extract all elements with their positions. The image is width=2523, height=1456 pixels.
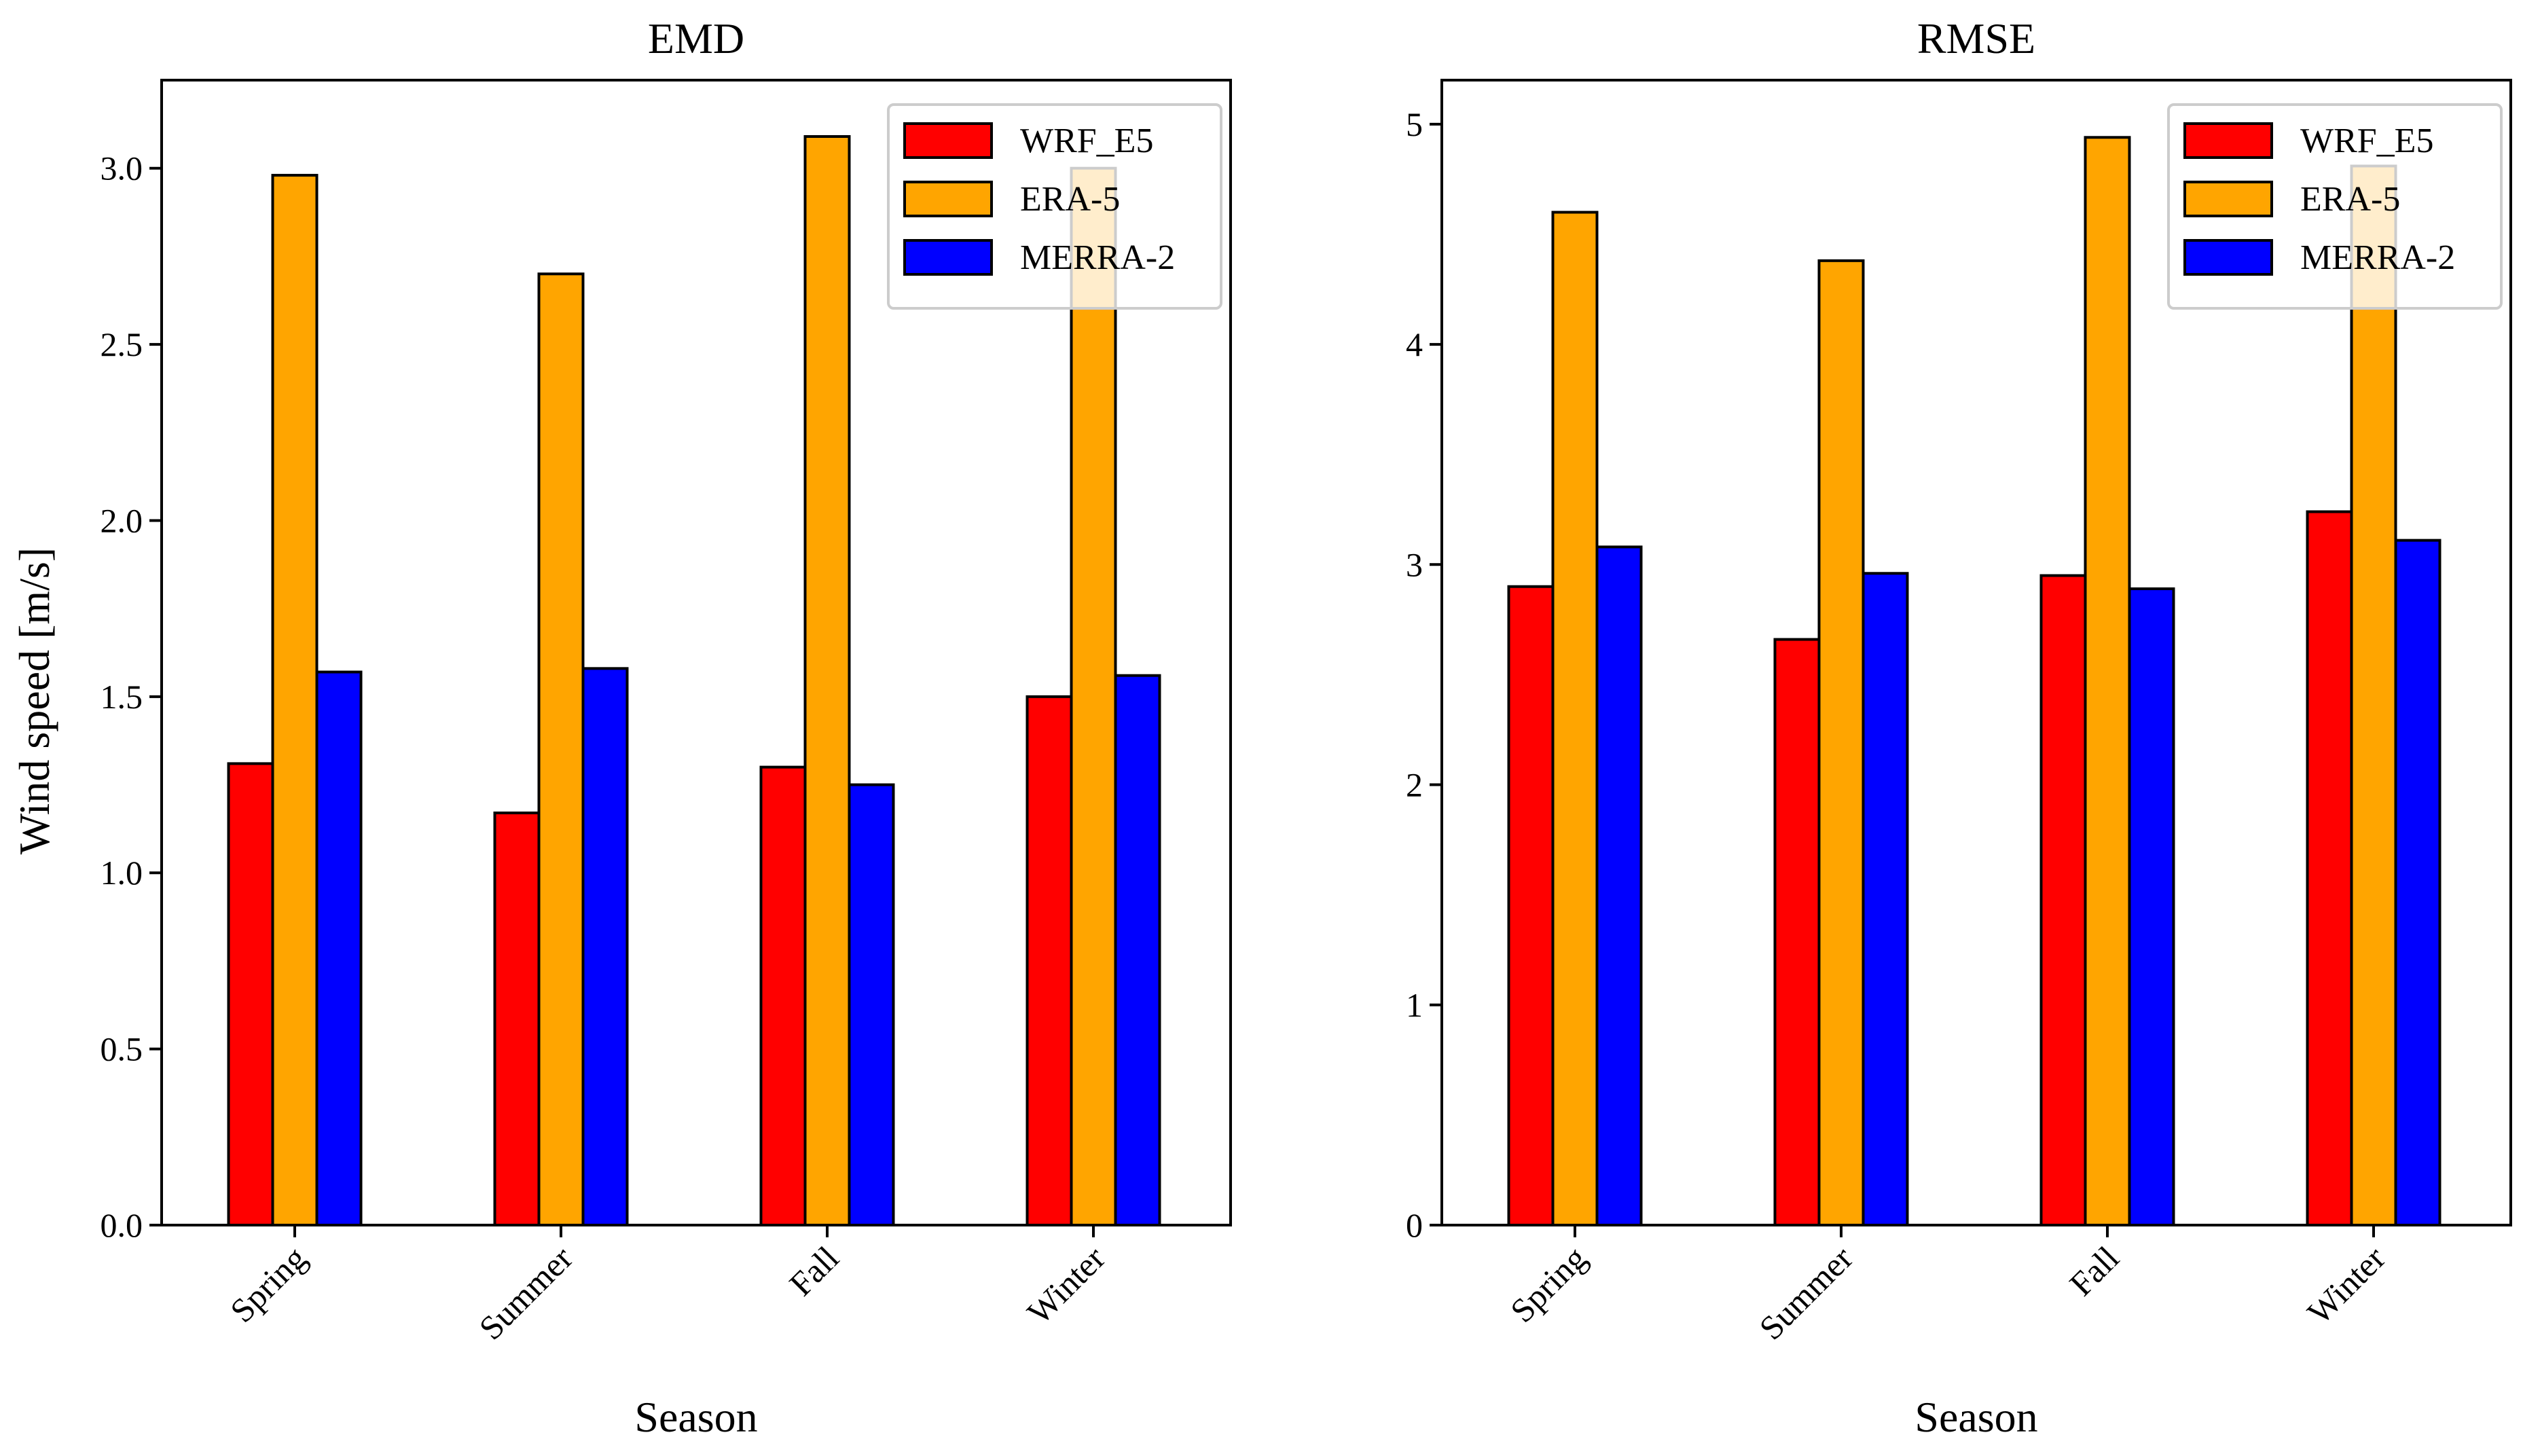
rmse-bar-era-5-fall — [2084, 136, 2131, 1226]
rmse-xtick-label-fall: Fall — [2062, 1239, 2126, 1303]
rmse-ytick-label: 2 — [1406, 766, 1423, 804]
emd-bar-wrf-e5-winter — [1025, 695, 1073, 1227]
emd-bar-wrf-e5-fall — [759, 765, 807, 1226]
rmse-bar-merra-2-summer — [1862, 572, 1909, 1226]
emd-ytick-label: 0.5 — [101, 1030, 143, 1068]
rmse-x-axis-label: Season — [1914, 1393, 2037, 1441]
emd-plot-frame — [160, 79, 1232, 1226]
emd-ytick-label: 3.0 — [101, 149, 143, 187]
emd-xtick-label-winter: Winter — [1019, 1239, 1112, 1332]
emd-xtick-label-summer: Summer — [471, 1239, 580, 1347]
rmse-chart-panel: RMSE 0 1 2 3 4 5 Spring Summer Fall Winter WRF_E… — [1406, 14, 2512, 1441]
rmse-bar-era-5-winter — [2350, 164, 2397, 1227]
rmse-ytick-label: 1 — [1406, 986, 1423, 1024]
emd-x-axis: Spring Summer Fall Winter — [223, 1225, 1112, 1347]
emd-legend-label-wrf-e5: WRF_E5 — [1020, 122, 1153, 160]
emd-bar-wrf-e5-spring — [227, 762, 274, 1227]
rmse-bar-merra-2-spring — [1595, 545, 1643, 1226]
emd-chart-title: EMD — [648, 14, 744, 62]
rmse-xtick-label-summer: Summer — [1751, 1239, 1860, 1347]
rmse-bar-era-5-summer — [1817, 259, 1865, 1226]
rmse-ytick-label: 4 — [1406, 325, 1423, 363]
emd-bar-merra-2-fall — [848, 783, 895, 1226]
emd-x-axis-label: Season — [634, 1393, 757, 1441]
emd-ytick-label: 1.5 — [101, 678, 143, 716]
emd-legend-label-merra-2: MERRA-2 — [1020, 238, 1175, 277]
rmse-legend-swatch-wrf-e5 — [2183, 122, 2273, 159]
emd-bar-merra-2-spring — [315, 670, 363, 1226]
rmse-x-axis: Spring Summer Fall Winter — [1503, 1225, 2393, 1347]
rmse-bar-merra-2-fall — [2128, 587, 2175, 1226]
emd-bars — [227, 135, 1161, 1227]
rmse-xtick-label-spring: Spring — [1503, 1239, 1594, 1330]
emd-bar-merra-2-winter — [1114, 674, 1161, 1226]
emd-ytick-label: 1.0 — [101, 854, 143, 892]
emd-bar-era-5-winter — [1070, 166, 1117, 1227]
emd-ytick-label: 0.0 — [101, 1206, 143, 1244]
rmse-bar-wrf-e5-winter — [2306, 510, 2353, 1226]
rmse-chart-title: RMSE — [1917, 14, 2035, 62]
emd-legend-label-era-5: ERA-5 — [1020, 180, 1120, 219]
emd-legend: WRF_E5 ERA-5 MERRA-2 — [887, 103, 1222, 310]
rmse-legend-label-era-5: ERA-5 — [2300, 180, 2400, 219]
emd-bar-wrf-e5-summer — [493, 812, 541, 1227]
rmse-xtick-label-winter: Winter — [2300, 1239, 2393, 1332]
rmse-ytick-label: 3 — [1406, 545, 1423, 583]
rmse-bar-wrf-e5-spring — [1507, 585, 1555, 1226]
emd-legend-swatch-era-5 — [903, 181, 993, 217]
emd-bar-era-5-spring — [271, 174, 319, 1226]
emd-bar-merra-2-summer — [581, 667, 629, 1226]
rmse-ytick-label: 0 — [1406, 1206, 1423, 1244]
rmse-legend-label-merra-2: MERRA-2 — [2300, 238, 2455, 277]
rmse-legend-label-wrf-e5: WRF_E5 — [2300, 122, 2433, 160]
rmse-legend-swatch-era-5 — [2183, 181, 2273, 217]
rmse-bar-wrf-e5-fall — [2039, 574, 2087, 1226]
rmse-legend: WRF_E5 ERA-5 MERRA-2 — [2167, 103, 2503, 310]
rmse-bar-merra-2-winter — [2394, 539, 2442, 1226]
emd-xtick-label-fall: Fall — [782, 1239, 846, 1303]
emd-bar-era-5-fall — [803, 135, 851, 1227]
emd-xtick-label-spring: Spring — [223, 1239, 314, 1330]
emd-chart-panel: EMD 0.0 0.5 1.0 1.5 2.0 2.5 3.0 Spring Summer Fa… — [101, 14, 1232, 1441]
emd-legend-swatch-wrf-e5 — [903, 122, 993, 159]
emd-bar-era-5-summer — [537, 272, 585, 1226]
rmse-bar-wrf-e5-summer — [1773, 638, 1821, 1226]
emd-ytick-label: 2.5 — [101, 325, 143, 363]
rmse-plot-frame — [1440, 79, 2512, 1226]
rmse-ytick-label: 5 — [1406, 105, 1423, 143]
y-axis-label: Wind speed [m/s] — [10, 547, 58, 854]
emd-legend-swatch-merra-2 — [903, 239, 993, 276]
rmse-legend-swatch-merra-2 — [2183, 239, 2273, 276]
rmse-y-axis: 0 1 2 3 4 5 — [1406, 105, 1442, 1244]
rmse-bar-era-5-spring — [1551, 211, 1599, 1226]
emd-y-axis: 0.0 0.5 1.0 1.5 2.0 2.5 3.0 — [101, 149, 162, 1244]
emd-ytick-label: 2.0 — [101, 501, 143, 539]
